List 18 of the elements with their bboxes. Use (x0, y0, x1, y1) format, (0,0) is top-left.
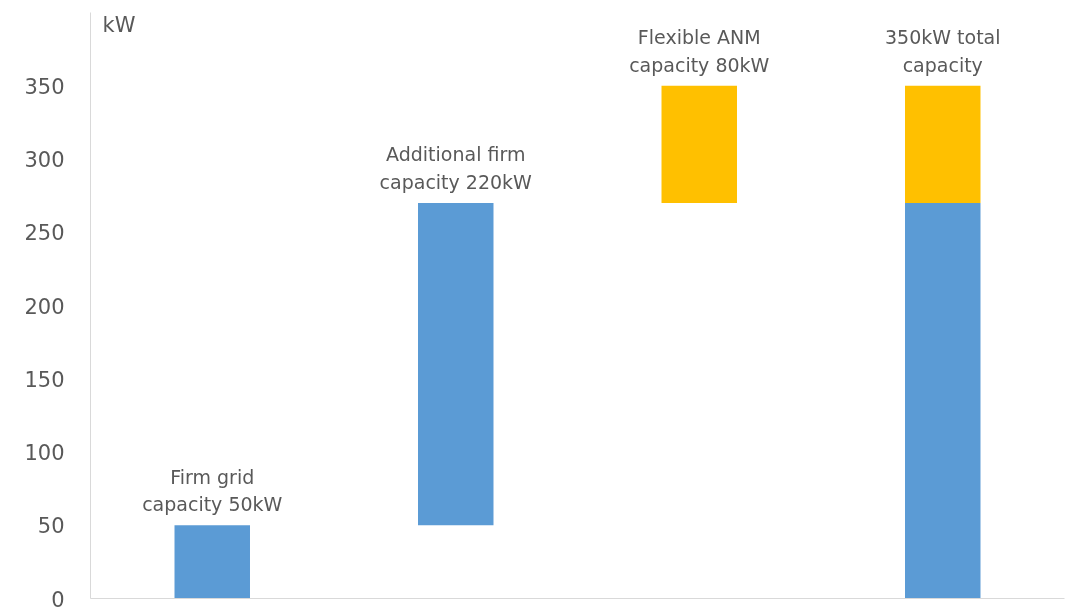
bar (661, 85, 737, 203)
annotation: 350kW total capacity (884, 26, 1001, 76)
y-tick-label: 200 (24, 294, 65, 319)
bar (905, 202, 981, 599)
bar (418, 202, 494, 526)
bar (174, 525, 250, 599)
y-tick-label: 50 (37, 514, 65, 539)
y-tick-label: 150 (24, 367, 65, 392)
annotation: Flexible ANM capacity 80kW (629, 26, 770, 76)
y-tick-label: 0 (51, 587, 65, 612)
annotation: Additional firm capacity 220kW (379, 143, 533, 193)
bar (905, 85, 981, 203)
y-axis-title: kW (102, 12, 136, 37)
y-tick-label: 100 (24, 441, 65, 465)
y-tick-label: 250 (24, 221, 65, 246)
y-tick-label: 300 (24, 148, 65, 172)
y-tick-label: 350 (24, 74, 65, 99)
annotation: Firm grid capacity 50kW (142, 465, 283, 516)
